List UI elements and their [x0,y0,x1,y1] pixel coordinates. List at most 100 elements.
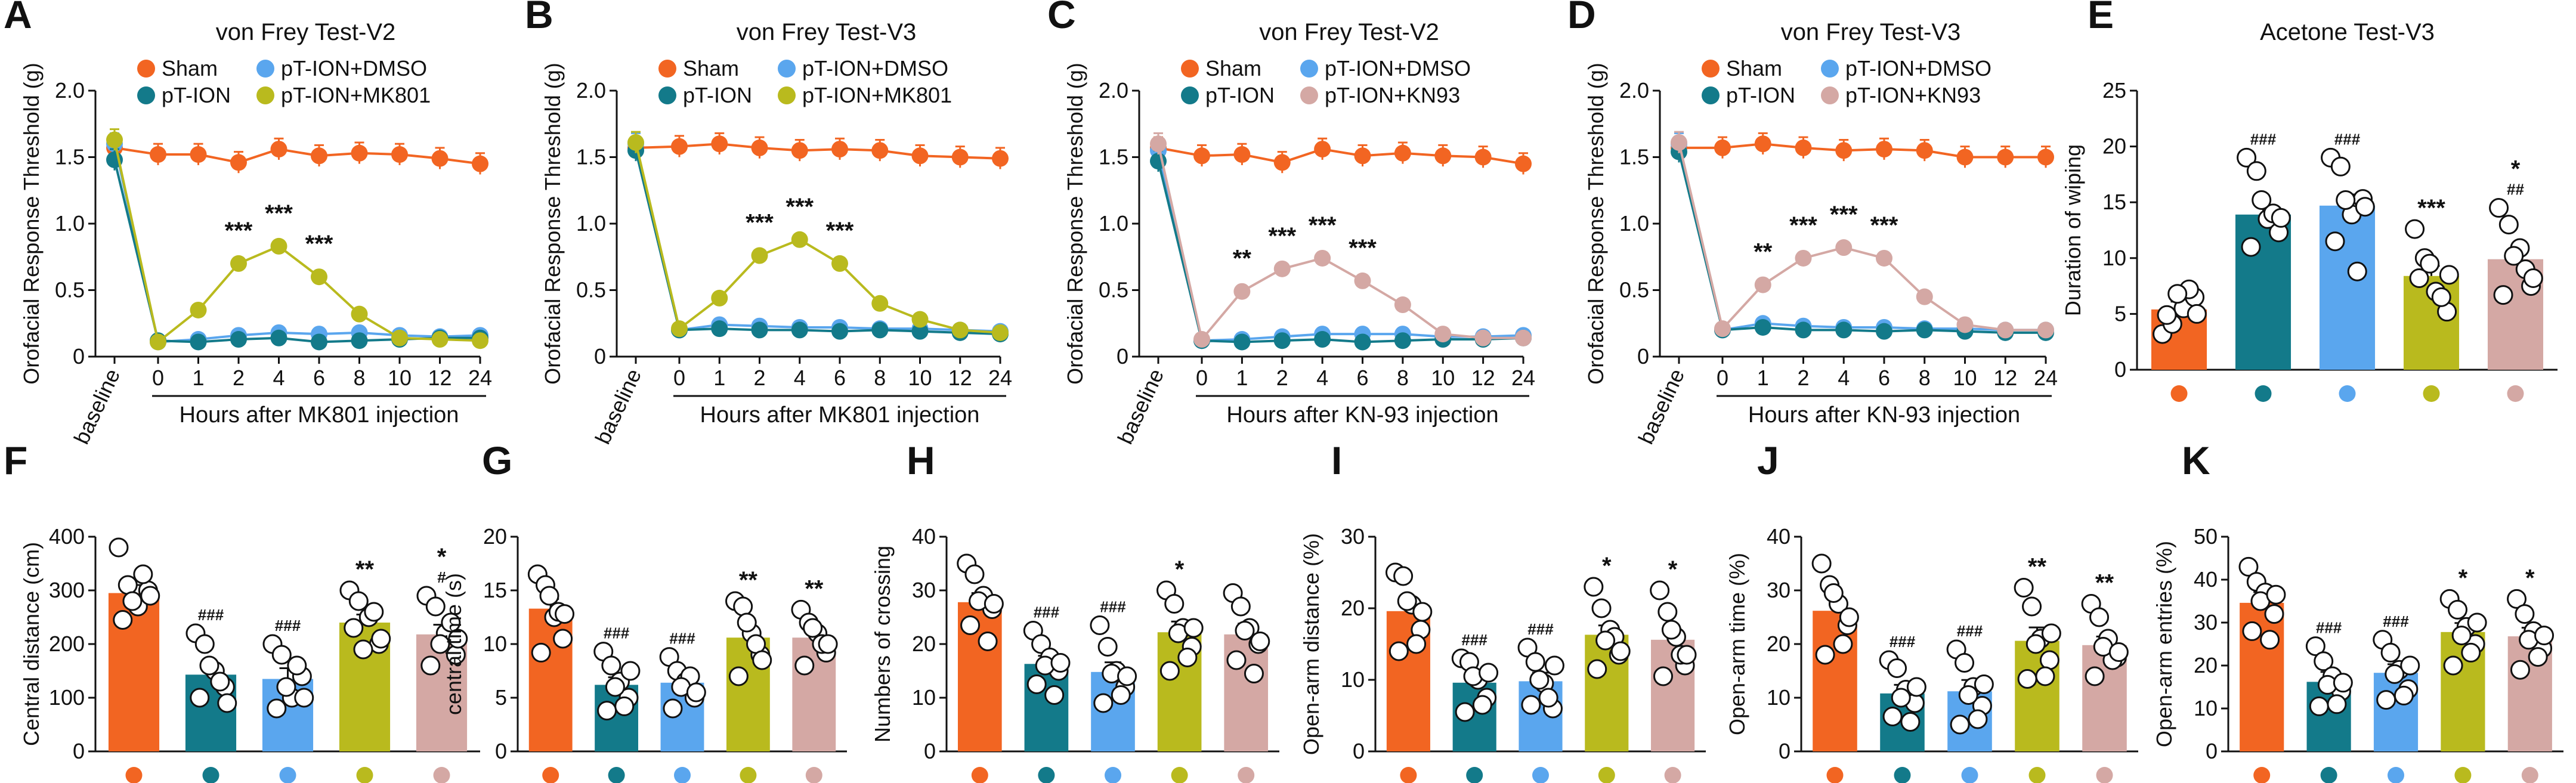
group-marker-sham [125,767,143,783]
data-point-kn93 [1916,288,1933,305]
individual-point [1050,653,1071,673]
individual-point [267,698,287,719]
legend-label: Sham [162,56,218,81]
significance-label: ** [355,556,375,583]
group-marker-sham [971,767,988,783]
x-tick-label: 0 [1717,366,1728,390]
significance-label: *** [1830,202,1858,228]
significance-label: ### [2316,619,2342,637]
significance-label: ## [2507,181,2524,199]
individual-point [1521,695,1541,715]
y-tick-label: 20 [912,632,936,656]
panel-I: 0 10 20 30 Open-arm distance (%) I ### ### * * [1299,438,1706,783]
group-marker-pt_ion [1894,767,1911,783]
data-point-kn93 [1434,326,1452,343]
individual-point [109,537,129,558]
x-tick-label: 24 [988,366,1012,390]
panel-letter: I [1331,438,1342,482]
y-tick-label: 2.0 [1619,78,1649,103]
group-marker-pt_ion [1038,767,1055,783]
significance-label: *** [1309,212,1337,239]
group-marker-kn93 [2521,767,2538,783]
individual-point [1650,580,1670,601]
data-point-mk801 [431,331,449,348]
series-line-mk801 [113,140,481,345]
individual-point [430,634,450,654]
y-tick-label: 0 [594,344,606,369]
significance-label: * [1602,553,1612,579]
x-tick-label: 2 [753,366,765,390]
data-point-sham [831,141,848,158]
group-marker-sham [1826,767,1844,783]
legend-marker-pt_ion [1181,86,1199,104]
legend-label: pT-ION [1205,83,1275,107]
data-point-sham [1876,141,1892,158]
data-point-sham [671,138,688,155]
significance-label: *** [1870,212,1898,239]
legend-marker-dmso [256,60,274,78]
y-axis-label: Numbers of crossing [870,546,895,742]
series-line-sham [114,146,481,165]
data-point-mk801 [106,131,123,148]
data-point-mk801 [911,311,929,328]
y-tick-label: 40 [912,524,936,549]
data-point-mk801 [791,231,808,248]
individual-point [2439,265,2459,285]
individual-point [364,602,384,622]
y-tick-label: 0 [73,344,85,369]
x-tick-label: baseline [1112,365,1168,448]
individual-point [728,666,749,686]
individual-point [1900,712,1921,732]
group-marker-mk801 [1171,767,1188,783]
chart-title: von Frey Test-V2 [216,19,396,45]
individual-point [133,564,153,584]
data-point-pt_ion [1754,318,1771,336]
individual-point [2327,694,2347,714]
legend-marker-pt_ion [1702,86,1720,104]
y-tick-label: 15 [2102,190,2126,214]
individual-point [1393,566,1414,586]
x-tick-label: 10 [388,366,412,390]
data-point-kn93 [1754,276,1771,293]
data-point-pt_ion [871,321,889,339]
significance-label: ** [805,575,824,602]
data-point-kn93 [1956,316,1974,333]
data-point-kn93 [1876,249,1892,267]
individual-point [1226,650,1247,670]
data-point-sham [1354,147,1371,165]
data-point-pt_ion [351,332,368,349]
individual-point [1529,670,1550,690]
individual-point [1159,661,1180,681]
series-line-sham [1679,143,2046,159]
individual-point [1891,688,1911,708]
data-point-pt_ion [1233,333,1251,351]
data-point-sham [311,147,327,165]
individual-point [271,645,292,665]
individual-point [2330,156,2351,177]
x-tick-label: 8 [874,366,886,390]
data-point-sham [1515,155,1532,172]
group-marker-dmso [2388,767,2404,783]
individual-point [344,618,364,638]
individual-point [2266,584,2286,605]
individual-point [194,634,215,654]
data-point-mk801 [190,301,207,318]
panel-letter: D [1567,0,1596,36]
group-marker-kn93 [2096,767,2113,783]
legend-marker-kn93 [1821,86,1839,104]
significance-label: *** [1349,235,1377,261]
significance-label: * [437,544,447,570]
y-tick-label: 20 [2102,134,2126,159]
individual-point [553,629,573,649]
individual-point [1815,645,1835,665]
data-point-sham [1434,147,1452,165]
x-tick-label: 24 [2034,366,2058,390]
individual-point [2420,253,2440,274]
individual-point [984,594,1004,614]
individual-point [1584,577,1604,597]
data-point-sham [190,146,207,163]
group-marker-dmso [2339,385,2356,402]
y-tick-label: 30 [1341,524,1365,549]
individual-point [663,698,683,719]
